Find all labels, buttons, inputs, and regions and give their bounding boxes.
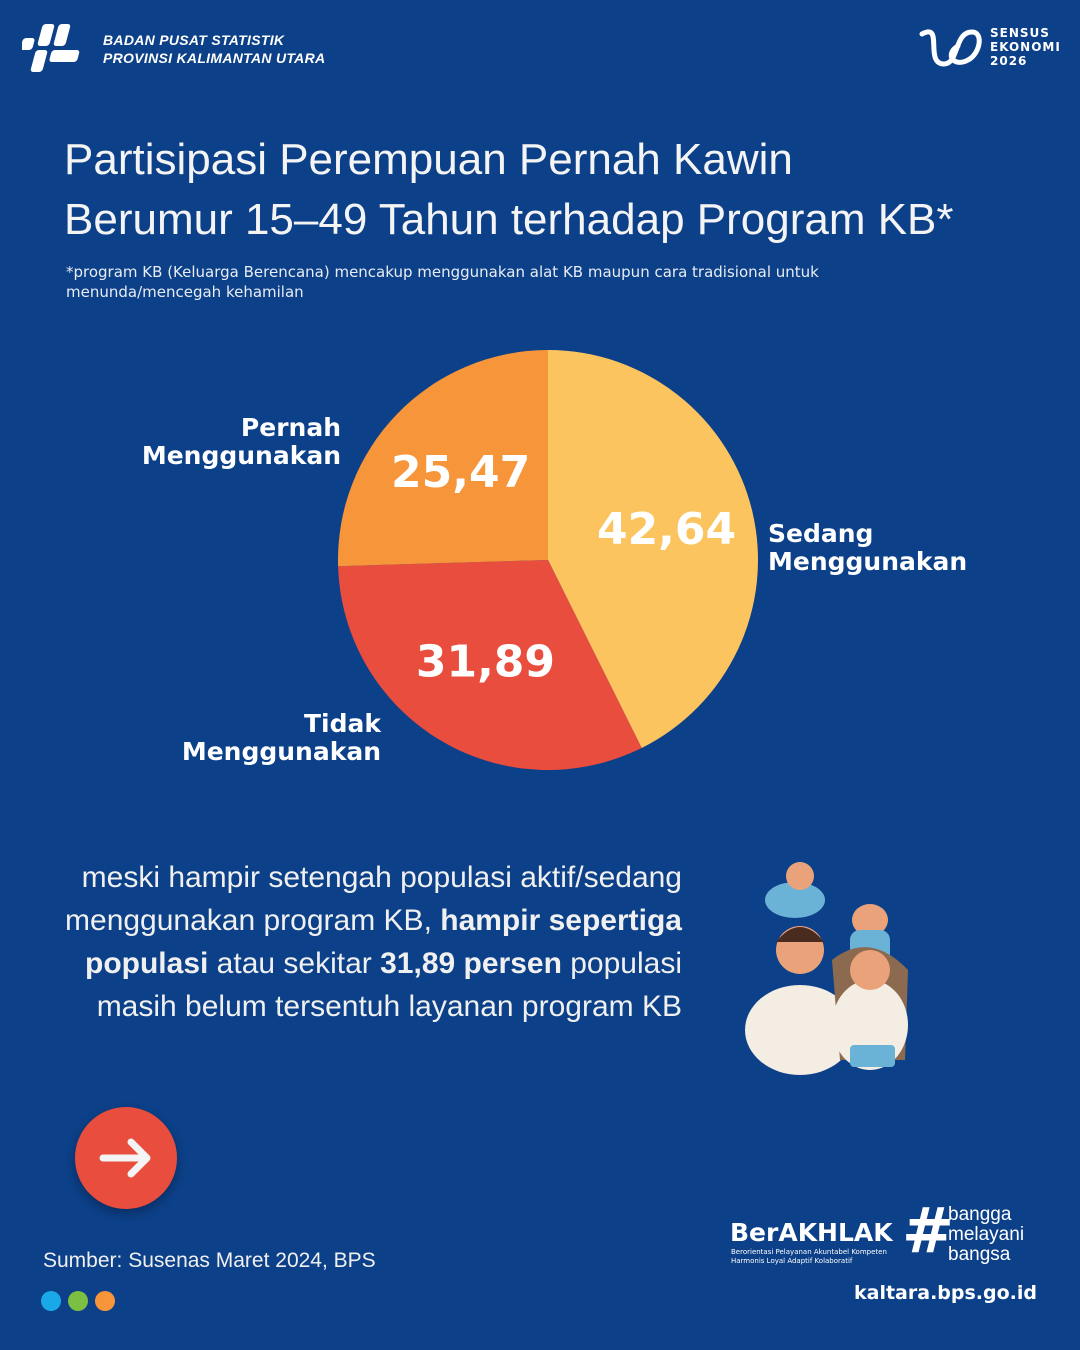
brand-tagline: Harmonis Loyal Adaptif Kolaboratif [731, 1257, 853, 1265]
event-year: 2026 [990, 54, 1028, 68]
category-label: Sedang Menggunakan [768, 519, 968, 576]
description: meski hampir setengah populasi aktif/sed… [62, 856, 682, 1028]
brand-tagline: Berorientasi Pelayanan Akuntabel Kompete… [731, 1248, 887, 1256]
description-segment: populasi masih belum tersentuh layanan p… [96, 947, 682, 1023]
hashtag-word: bangsa [948, 1244, 1011, 1265]
event-word: EKONOMI [990, 40, 1061, 54]
pie-slice [338, 560, 642, 771]
category-label: Tidak Menggunakan [181, 709, 381, 766]
description-segment: hampir sepertiga populasi [85, 904, 682, 980]
brand: BerAKHLAK [730, 1218, 893, 1247]
dots [41, 1291, 115, 1311]
family-illustration [745, 862, 908, 1075]
chart: 42,64 31,89 25,47 [338, 350, 758, 771]
hashtag-word: melayani [948, 1224, 1025, 1245]
source: Sumber: Susenas Maret 2024, BPS [43, 1249, 376, 1272]
description-segment: 31,89 persen [380, 947, 562, 980]
value-label: 31,89 [416, 637, 555, 688]
pie-slice [548, 350, 758, 748]
arrow-icon [99, 1138, 151, 1178]
chart-title: Berumur 15–49 Tahun terhadap Program KB* [64, 195, 954, 244]
pie-slice [338, 350, 548, 567]
org-province: PROVINSI KALIMANTAN UTARA [103, 50, 326, 66]
next-button[interactable] [75, 1107, 177, 1209]
description-segment: atau sekitar [208, 947, 381, 980]
hash-icon: # [902, 1194, 954, 1267]
org-name: BADAN PUSAT STATISTIK [103, 32, 285, 48]
event-word: SENSUS [990, 26, 1050, 40]
bps-logo [22, 24, 80, 72]
chart-title: Partisipasi Perempuan Pernah Kawin [64, 135, 793, 184]
value-label: 25,47 [391, 447, 530, 498]
website: kaltara.bps.go.id [854, 1282, 1037, 1304]
chart-subtitle: *program KB (Keluarga Berencana) mencaku… [66, 263, 819, 301]
category-label: Pernah Menggunakan [141, 413, 341, 470]
hashtag-word: bangga [948, 1204, 1012, 1225]
description-segment: meski hampir setengah populasi aktif/sed… [65, 861, 682, 937]
se-logo [919, 29, 982, 67]
value-label: 42,64 [597, 504, 736, 555]
